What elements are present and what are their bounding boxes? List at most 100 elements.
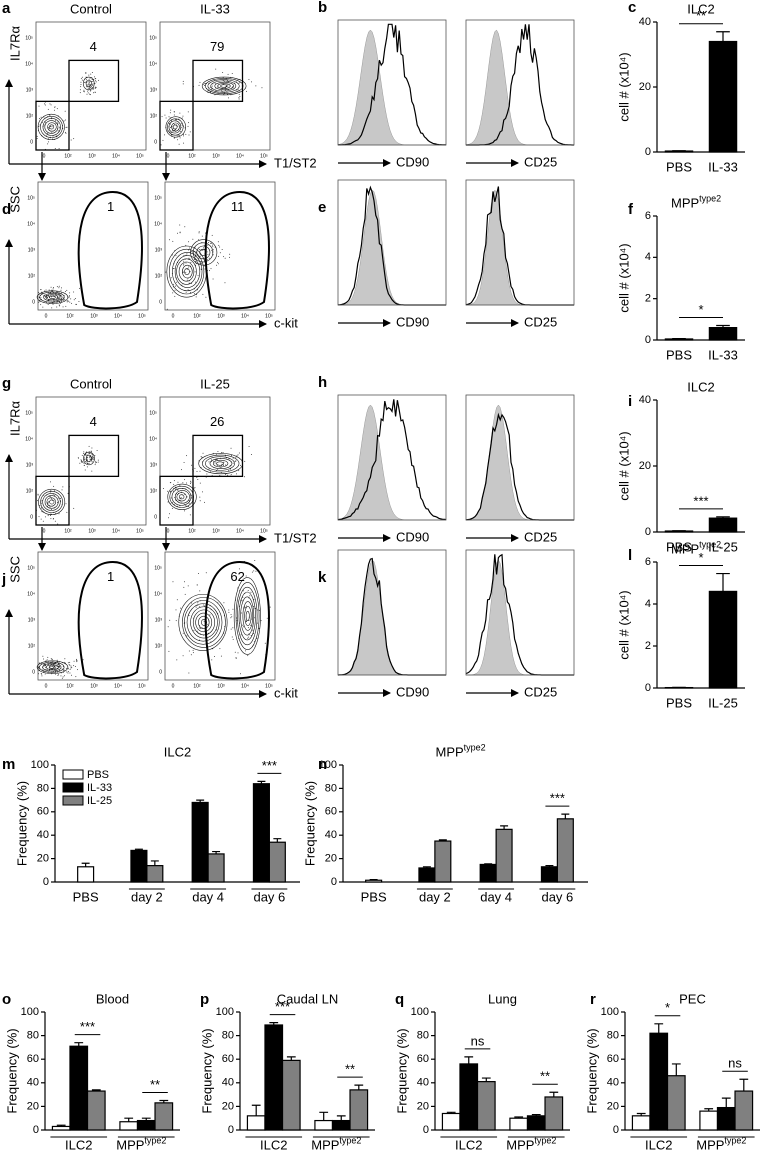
flow-tick: 10³ <box>212 153 220 159</box>
flow-tick: 10⁴ <box>149 436 157 442</box>
event-dot <box>183 263 185 265</box>
bar <box>252 783 270 883</box>
significance: *** <box>80 1019 95 1034</box>
significance: ** <box>540 1069 550 1084</box>
event-dot <box>73 660 75 662</box>
flow-tick: 10⁵ <box>27 565 35 571</box>
event-dot <box>58 285 60 287</box>
event-dot <box>92 88 94 90</box>
histogram-frame <box>337 19 447 146</box>
event-dot <box>239 464 241 466</box>
contour <box>43 293 63 302</box>
significance: * <box>665 1000 670 1015</box>
event-dot <box>212 83 214 85</box>
event-dot <box>184 479 186 481</box>
x-tick-label: MPP <box>116 1137 144 1152</box>
event-dot <box>45 289 47 291</box>
event-dot <box>83 89 85 91</box>
event-dot <box>86 458 88 460</box>
event-dot <box>174 285 176 287</box>
event-dot <box>222 465 224 467</box>
error-bar <box>704 1108 714 1112</box>
contour <box>39 661 65 673</box>
event-dot <box>53 490 55 492</box>
event-dot <box>227 73 229 75</box>
event-dot <box>189 271 191 273</box>
event-dot <box>71 302 73 304</box>
event-dot <box>58 301 60 303</box>
event-dot <box>187 289 189 291</box>
event-dot <box>194 293 196 295</box>
event-dot <box>227 97 229 99</box>
event-dot <box>242 590 244 592</box>
event-dot <box>251 81 253 83</box>
event-dot <box>165 271 167 273</box>
event-dot <box>94 464 96 466</box>
event-dot <box>232 457 234 459</box>
event-dot <box>37 494 39 496</box>
event-dot <box>206 251 208 253</box>
event-dot <box>245 90 247 92</box>
event-dot <box>60 292 62 294</box>
event-dot <box>221 249 223 251</box>
chart-title: ILC2 <box>687 1 714 16</box>
y-tick-label: 0 <box>228 1124 234 1136</box>
event-dot <box>91 72 93 74</box>
panel-letter: d <box>2 201 11 218</box>
error-bar <box>464 1056 474 1064</box>
event-dot <box>193 487 195 489</box>
chart-title: Blood <box>96 991 129 1006</box>
bar <box>495 828 513 883</box>
event-dot <box>90 73 92 75</box>
flow-tick: 10² <box>66 313 74 319</box>
panel-letter: f <box>628 201 634 218</box>
event-dot <box>69 661 71 663</box>
event-dot <box>74 665 76 667</box>
x-tick-label: day 2 <box>419 889 451 904</box>
event-dot <box>219 246 221 248</box>
bar <box>264 1024 284 1131</box>
flow-tick: 10⁴ <box>25 436 33 442</box>
contour <box>176 258 197 285</box>
axis-label: CD90 <box>396 314 429 329</box>
event-dot <box>47 126 49 128</box>
event-dot <box>247 589 249 591</box>
event-dot <box>203 620 205 622</box>
x-tick-label: PBS <box>666 539 692 554</box>
error-bar <box>721 1097 731 1108</box>
bar <box>246 1115 266 1131</box>
event-dot <box>198 232 200 234</box>
event-dot <box>199 470 201 472</box>
gate <box>77 560 143 680</box>
error-bar <box>91 1089 101 1092</box>
event-dot <box>76 669 78 671</box>
event-dot <box>238 94 240 96</box>
event-dot <box>174 119 176 121</box>
event-dot <box>185 133 187 135</box>
event-dot <box>85 71 87 73</box>
error-bar <box>422 866 431 868</box>
event-dot <box>50 509 52 511</box>
event-dot <box>231 636 233 638</box>
error-bar <box>716 516 730 519</box>
event-dot <box>48 663 50 665</box>
flow-tick: 10⁵ <box>25 410 33 416</box>
event-dot <box>188 122 190 124</box>
axis-label: c-kit <box>274 315 298 330</box>
event-dot <box>231 73 233 75</box>
event-dot <box>80 78 82 80</box>
event-dot <box>211 234 213 236</box>
x-tick-label: PBS <box>666 347 692 362</box>
event-dot <box>198 263 200 265</box>
event-dot <box>51 500 53 502</box>
event-dot <box>196 584 198 586</box>
event-dot <box>43 103 45 105</box>
event-dot <box>188 282 190 284</box>
flow-plot <box>37 551 149 681</box>
event-dot <box>63 669 65 671</box>
event-dot <box>86 466 88 468</box>
event-dot <box>173 137 175 139</box>
event-dot <box>219 252 221 254</box>
bar <box>708 517 738 533</box>
flow-tick: 10⁴ <box>27 591 35 597</box>
